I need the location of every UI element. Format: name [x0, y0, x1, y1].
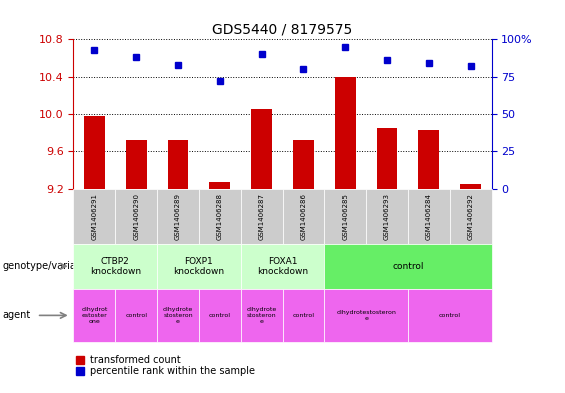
Bar — [167, 140, 189, 189]
Text: CTBP2
knockdown: CTBP2 knockdown — [90, 257, 141, 276]
Bar — [377, 128, 398, 189]
Text: FOXP1
knockdown: FOXP1 knockdown — [173, 257, 224, 276]
Text: GSM1406286: GSM1406286 — [301, 193, 306, 240]
Text: control: control — [439, 313, 460, 318]
Text: control: control — [392, 262, 424, 271]
Bar — [460, 184, 481, 189]
Text: GSM1406291: GSM1406291 — [92, 193, 97, 240]
Bar — [209, 182, 231, 189]
Bar — [334, 77, 356, 189]
Text: GSM1406287: GSM1406287 — [259, 193, 264, 240]
Bar — [418, 130, 440, 189]
Text: genotype/variation: genotype/variation — [3, 261, 95, 271]
Text: GSM1406293: GSM1406293 — [384, 193, 390, 240]
Text: GSM1406284: GSM1406284 — [426, 193, 432, 240]
Title: GDS5440 / 8179575: GDS5440 / 8179575 — [212, 23, 353, 37]
Bar — [125, 140, 147, 189]
Text: FOXA1
knockdown: FOXA1 knockdown — [257, 257, 308, 276]
Bar — [84, 116, 105, 189]
Text: GSM1406290: GSM1406290 — [133, 193, 139, 240]
Text: dihydrotestosteron
e: dihydrotestosteron e — [336, 310, 396, 321]
Text: GSM1406289: GSM1406289 — [175, 193, 181, 240]
Text: control: control — [209, 313, 231, 318]
Text: control: control — [293, 313, 314, 318]
Text: dihydrot
estoster
one: dihydrot estoster one — [81, 307, 107, 324]
Text: agent: agent — [3, 310, 31, 320]
Text: dihydrote
stosteron
e: dihydrote stosteron e — [163, 307, 193, 324]
Bar — [251, 109, 272, 189]
Text: transformed count: transformed count — [90, 354, 181, 365]
Text: percentile rank within the sample: percentile rank within the sample — [90, 366, 255, 376]
Text: GSM1406288: GSM1406288 — [217, 193, 223, 240]
Text: control: control — [125, 313, 147, 318]
Text: GSM1406292: GSM1406292 — [468, 193, 473, 240]
Text: dihydrote
stosteron
e: dihydrote stosteron e — [246, 307, 277, 324]
Text: GSM1406285: GSM1406285 — [342, 193, 348, 240]
Bar — [293, 140, 314, 189]
